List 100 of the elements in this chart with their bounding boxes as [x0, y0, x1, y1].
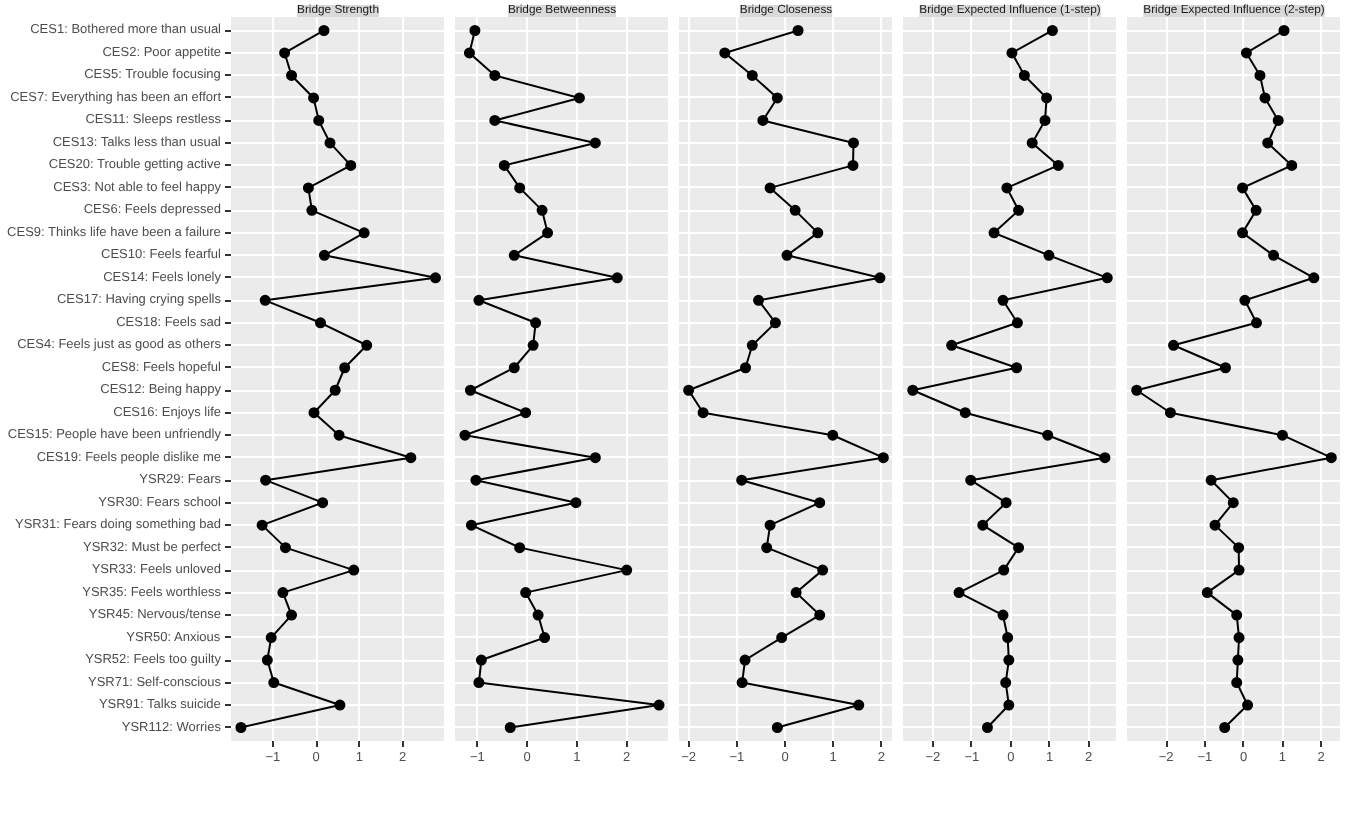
point: [997, 294, 1009, 306]
point: [256, 519, 268, 531]
point: [1262, 137, 1274, 149]
point: [1278, 25, 1290, 36]
point: [977, 519, 989, 531]
point: [764, 182, 776, 194]
point: [520, 587, 532, 599]
point: [1233, 542, 1245, 554]
point: [736, 677, 748, 689]
point: [790, 587, 802, 599]
point: [1006, 47, 1018, 59]
point: [1227, 497, 1239, 509]
point: [847, 159, 859, 171]
point: [508, 249, 520, 261]
point: [279, 542, 291, 554]
point: [265, 632, 277, 644]
point: [463, 47, 475, 59]
point: [621, 564, 633, 576]
point: [1043, 249, 1055, 261]
point: [1052, 159, 1064, 171]
point: [771, 722, 783, 733]
point: [348, 564, 360, 576]
point: [268, 677, 280, 689]
point: [329, 384, 341, 396]
point: [874, 272, 886, 284]
point: [498, 159, 510, 171]
point: [853, 699, 865, 711]
point: [1042, 429, 1054, 441]
point: [1242, 699, 1254, 711]
point: [339, 362, 351, 374]
point: [792, 25, 804, 36]
point: [769, 317, 781, 329]
point: [277, 587, 289, 599]
point: [781, 249, 793, 261]
point: [489, 114, 501, 126]
point: [318, 249, 330, 261]
point: [465, 519, 477, 531]
point: [877, 452, 889, 464]
point: [1018, 69, 1030, 81]
point: [1003, 654, 1015, 666]
point: [1286, 159, 1298, 171]
point: [683, 384, 695, 396]
point: [361, 339, 373, 351]
point: [1001, 182, 1013, 194]
point: [429, 272, 441, 284]
point: [1237, 227, 1249, 239]
point: [1013, 542, 1025, 554]
point: [1003, 699, 1015, 711]
point: [757, 114, 769, 126]
point: [504, 722, 516, 733]
point: [333, 429, 345, 441]
point: [776, 632, 788, 644]
point: [259, 294, 271, 306]
point: [981, 722, 993, 733]
point: [308, 92, 320, 104]
point: [1011, 362, 1023, 374]
point: [1231, 677, 1243, 689]
point: [1205, 474, 1217, 486]
point: [573, 92, 585, 104]
point: [817, 564, 829, 576]
point: [1231, 609, 1243, 621]
point: [965, 474, 977, 486]
point: [697, 407, 709, 419]
point: [1219, 722, 1231, 733]
point: [324, 137, 336, 149]
point: [1250, 317, 1262, 329]
point: [302, 182, 314, 194]
point: [1325, 452, 1337, 464]
point: [1000, 677, 1012, 689]
point: [1237, 182, 1249, 194]
point: [469, 25, 481, 36]
point: [358, 227, 370, 239]
point: [814, 609, 826, 621]
point: [286, 69, 298, 81]
point: [475, 654, 487, 666]
point: [1011, 317, 1023, 329]
point: [314, 317, 326, 329]
point: [317, 497, 329, 509]
point: [261, 654, 273, 666]
point: [1209, 519, 1221, 531]
point: [279, 47, 291, 59]
point: [1201, 587, 1213, 599]
point: [719, 47, 731, 59]
point: [736, 474, 748, 486]
point: [235, 722, 247, 733]
point: [570, 497, 582, 509]
point: [260, 474, 272, 486]
point: [514, 542, 526, 554]
point: [988, 227, 1000, 239]
point: [542, 227, 554, 239]
point: [1308, 272, 1320, 284]
point: [746, 69, 758, 81]
point: [946, 339, 958, 351]
point: [1250, 204, 1262, 216]
point: [1240, 47, 1252, 59]
point: [998, 564, 1010, 576]
point: [827, 429, 839, 441]
point: [539, 632, 551, 644]
point: [473, 294, 485, 306]
point: [459, 429, 471, 441]
